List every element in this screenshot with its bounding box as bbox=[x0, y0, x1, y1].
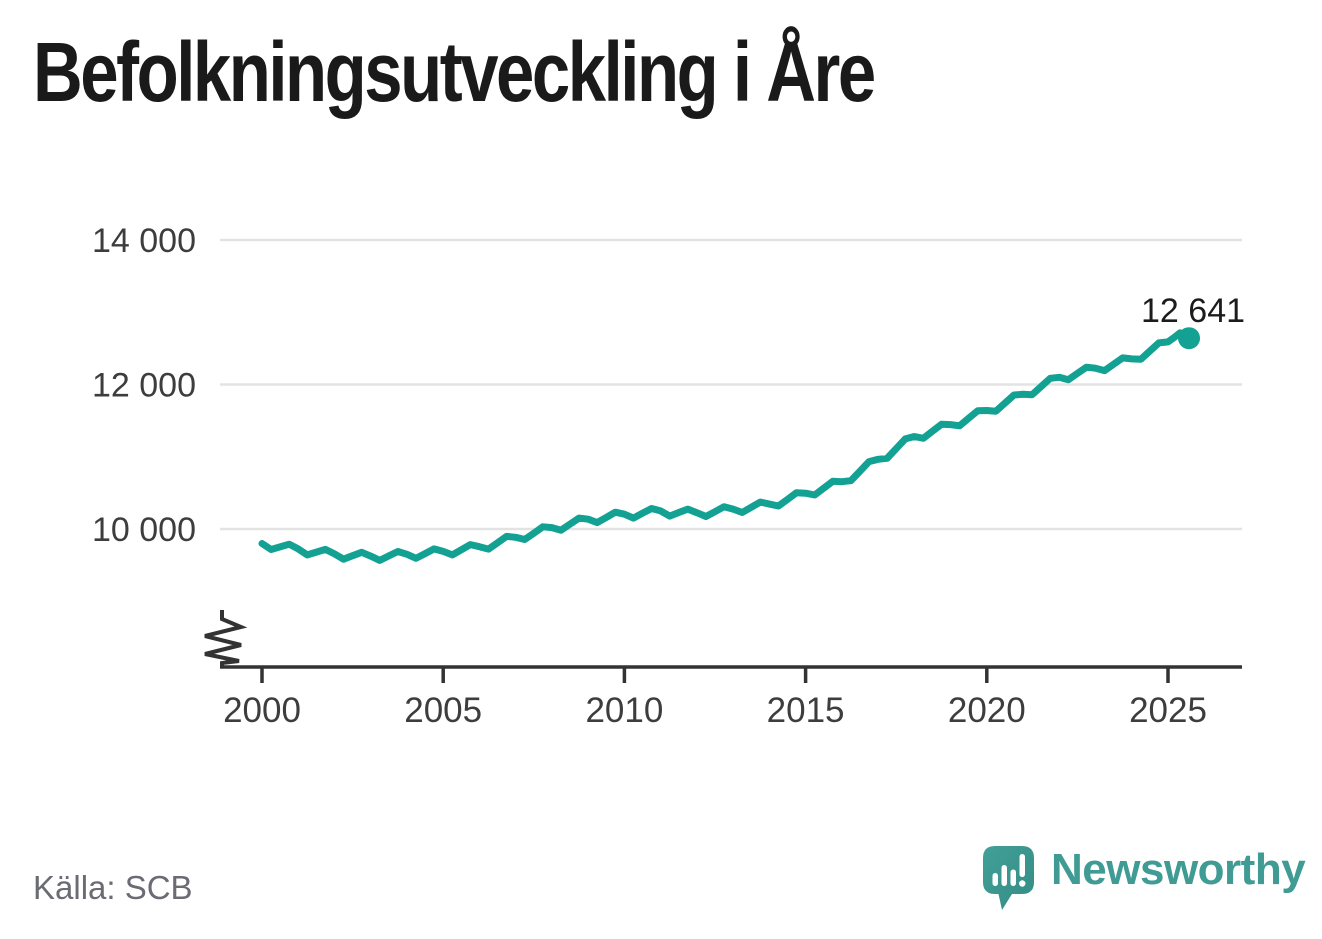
speech-bubble-shape bbox=[983, 846, 1034, 910]
logo-exclamation-dot bbox=[1019, 880, 1026, 887]
x-axis-label: 2005 bbox=[404, 691, 482, 730]
population-series-line bbox=[258, 329, 1193, 564]
chart-title: Befolkningsutveckling i Åre bbox=[33, 25, 876, 119]
x-axis-label: 2015 bbox=[767, 691, 845, 730]
logo-exclamation-bar bbox=[1019, 854, 1025, 877]
source-note: Källa: SCB bbox=[33, 869, 193, 906]
x-axis-label: 2020 bbox=[948, 691, 1026, 730]
y-axis-label: 14 000 bbox=[92, 222, 196, 260]
axis-break-icon bbox=[204, 610, 248, 667]
series-end-dot bbox=[1178, 327, 1201, 350]
logo-bar-1 bbox=[992, 873, 998, 886]
x-axis-label: 2010 bbox=[585, 691, 663, 730]
newsworthy-wordmark: Newsworthy bbox=[1051, 845, 1306, 894]
logo-bar-2 bbox=[1001, 865, 1007, 886]
newsworthy-logo: Newsworthy bbox=[982, 845, 1306, 913]
logo-bar-3 bbox=[1010, 869, 1016, 886]
y-axis-label: 12 000 bbox=[92, 367, 196, 405]
end-value-label: 12 641 bbox=[1141, 292, 1245, 330]
x-axis-label: 2025 bbox=[1129, 691, 1207, 730]
x-axis-label: 2000 bbox=[223, 691, 301, 730]
newsworthy-logo-icon bbox=[983, 846, 1034, 910]
y-axis-label: 10 000 bbox=[92, 511, 196, 549]
